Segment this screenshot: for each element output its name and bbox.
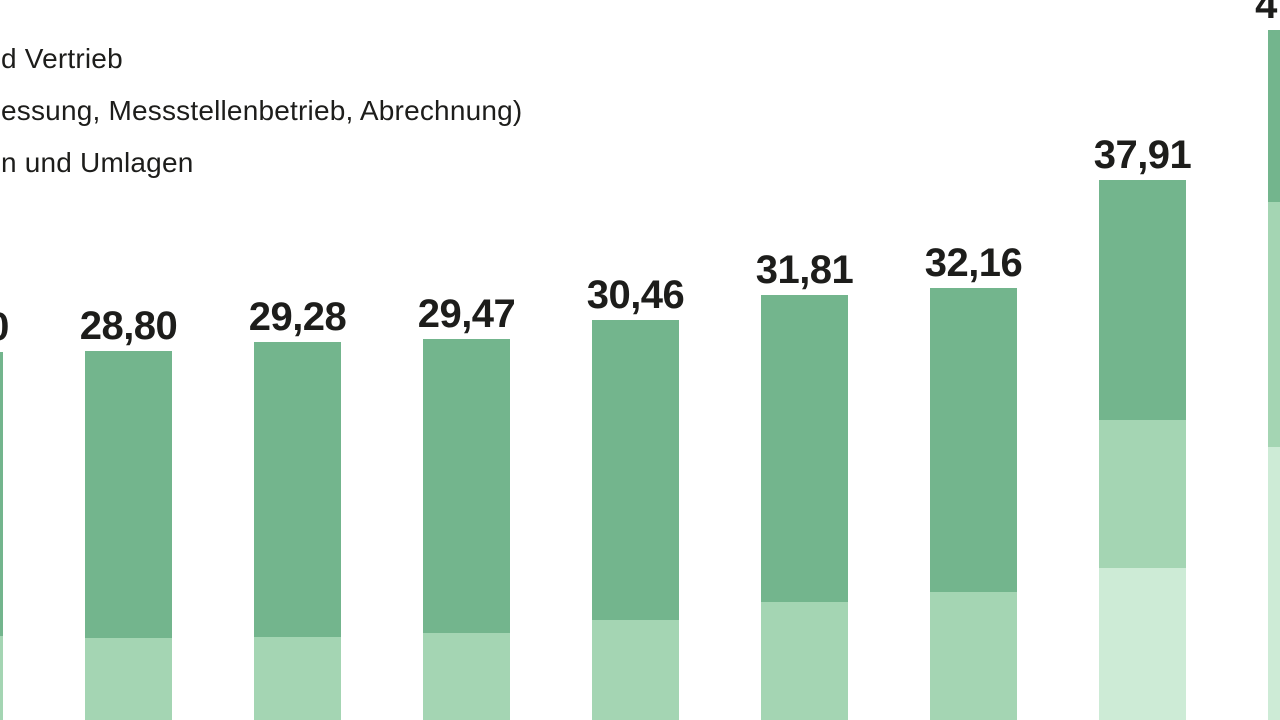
bar-segment-top	[592, 319, 679, 621]
stacked-bar	[423, 338, 510, 720]
bar-segment-middle	[0, 635, 3, 720]
bar-segment-top	[761, 294, 848, 602]
bar-value-label: 28,80	[79, 304, 178, 349]
stacked-bar	[85, 351, 172, 720]
bar-value-label: 4	[1255, 0, 1277, 27]
stacked-bar	[254, 342, 341, 720]
bar-segment-bottom	[1099, 568, 1186, 720]
bar-segment-middle	[930, 592, 1017, 720]
bar-value-label: 29,47	[417, 291, 516, 336]
bar-segment-top	[0, 352, 3, 636]
bar-segment-top	[1268, 29, 1280, 202]
bar-segment-middle	[761, 601, 848, 720]
bar-segment-middle	[254, 636, 341, 720]
bar-segment-middle	[85, 638, 172, 720]
bar-value-label: 30,46	[586, 272, 685, 317]
bar-value-label: 29,28	[248, 295, 347, 340]
stacked-bar	[1099, 180, 1186, 720]
bar-segment-middle	[1099, 420, 1186, 569]
bar-value-label: 31,81	[755, 247, 854, 292]
bar-value-label: 0	[0, 305, 9, 350]
bar-segment-middle	[1268, 202, 1280, 448]
bar-segment-top	[1099, 180, 1186, 421]
stacked-bar	[0, 352, 3, 720]
bar-segment-bottom	[1268, 447, 1280, 720]
bar-segment-middle	[423, 633, 510, 720]
bar-segment-top	[423, 338, 510, 634]
stacked-bar	[761, 294, 848, 720]
bar-segment-top	[254, 342, 341, 637]
bar-segment-top	[930, 288, 1017, 593]
legend-item-umlagen: n und Umlagen	[1, 147, 194, 178]
stacked-bar	[1268, 29, 1280, 720]
bar-value-label: 32,16	[924, 241, 1023, 286]
legend-item-vertrieb: d Vertrieb	[1, 43, 123, 74]
bar-segment-middle	[592, 620, 679, 720]
legend-item-netzentgelte: essung, Messstellenbetrieb, Abrechnung)	[1, 95, 523, 126]
stacked-bar	[930, 288, 1017, 720]
bar-segment-top	[85, 351, 172, 639]
stacked-bar	[592, 319, 679, 720]
bar-value-label: 37,91	[1093, 133, 1192, 178]
